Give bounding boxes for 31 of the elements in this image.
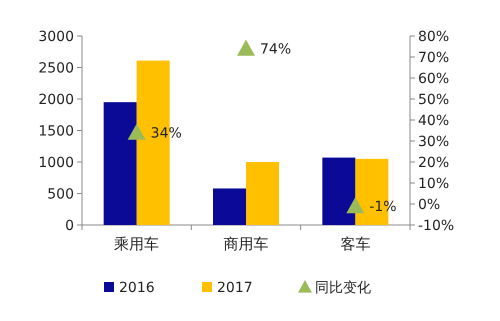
bar bbox=[213, 188, 246, 225]
bar bbox=[104, 102, 137, 225]
bar bbox=[322, 158, 356, 225]
data-label: 74% bbox=[260, 42, 292, 58]
y2-tick-label: 50% bbox=[418, 92, 450, 108]
legend-label: 2016 bbox=[119, 280, 155, 296]
y2-tick-label: 40% bbox=[418, 113, 450, 129]
y-tick-label: 3000 bbox=[38, 29, 74, 45]
y2-tick-label: 0% bbox=[418, 197, 440, 213]
legend-label: 同比变化 bbox=[315, 280, 371, 296]
bar bbox=[246, 162, 279, 225]
x-tick-label: 乘用车 bbox=[114, 235, 160, 253]
legend-label: 2017 bbox=[217, 280, 253, 296]
y2-tick-label: 70% bbox=[418, 50, 450, 66]
y2-tick-label: 20% bbox=[418, 155, 450, 171]
y-tick-label: 1500 bbox=[38, 124, 74, 140]
y2-tick-label: 10% bbox=[418, 176, 450, 192]
y-tick-label: 0 bbox=[65, 218, 74, 234]
y2-tick-label: -10% bbox=[418, 218, 454, 234]
y2-tick-label: 60% bbox=[418, 71, 450, 87]
y-tick-label: 2000 bbox=[38, 92, 74, 108]
x-tick-label: 商用车 bbox=[224, 235, 268, 253]
x-tick-label: 客车 bbox=[340, 235, 370, 253]
point bbox=[346, 197, 364, 214]
y2-tick-label: 30% bbox=[418, 134, 450, 150]
y-tick-label: 1000 bbox=[38, 155, 74, 171]
y-tick-label: 2500 bbox=[38, 60, 74, 76]
point bbox=[237, 40, 255, 56]
point bbox=[128, 124, 146, 140]
y2-tick-label: 80% bbox=[418, 29, 450, 45]
y-tick-label: 500 bbox=[47, 186, 74, 202]
